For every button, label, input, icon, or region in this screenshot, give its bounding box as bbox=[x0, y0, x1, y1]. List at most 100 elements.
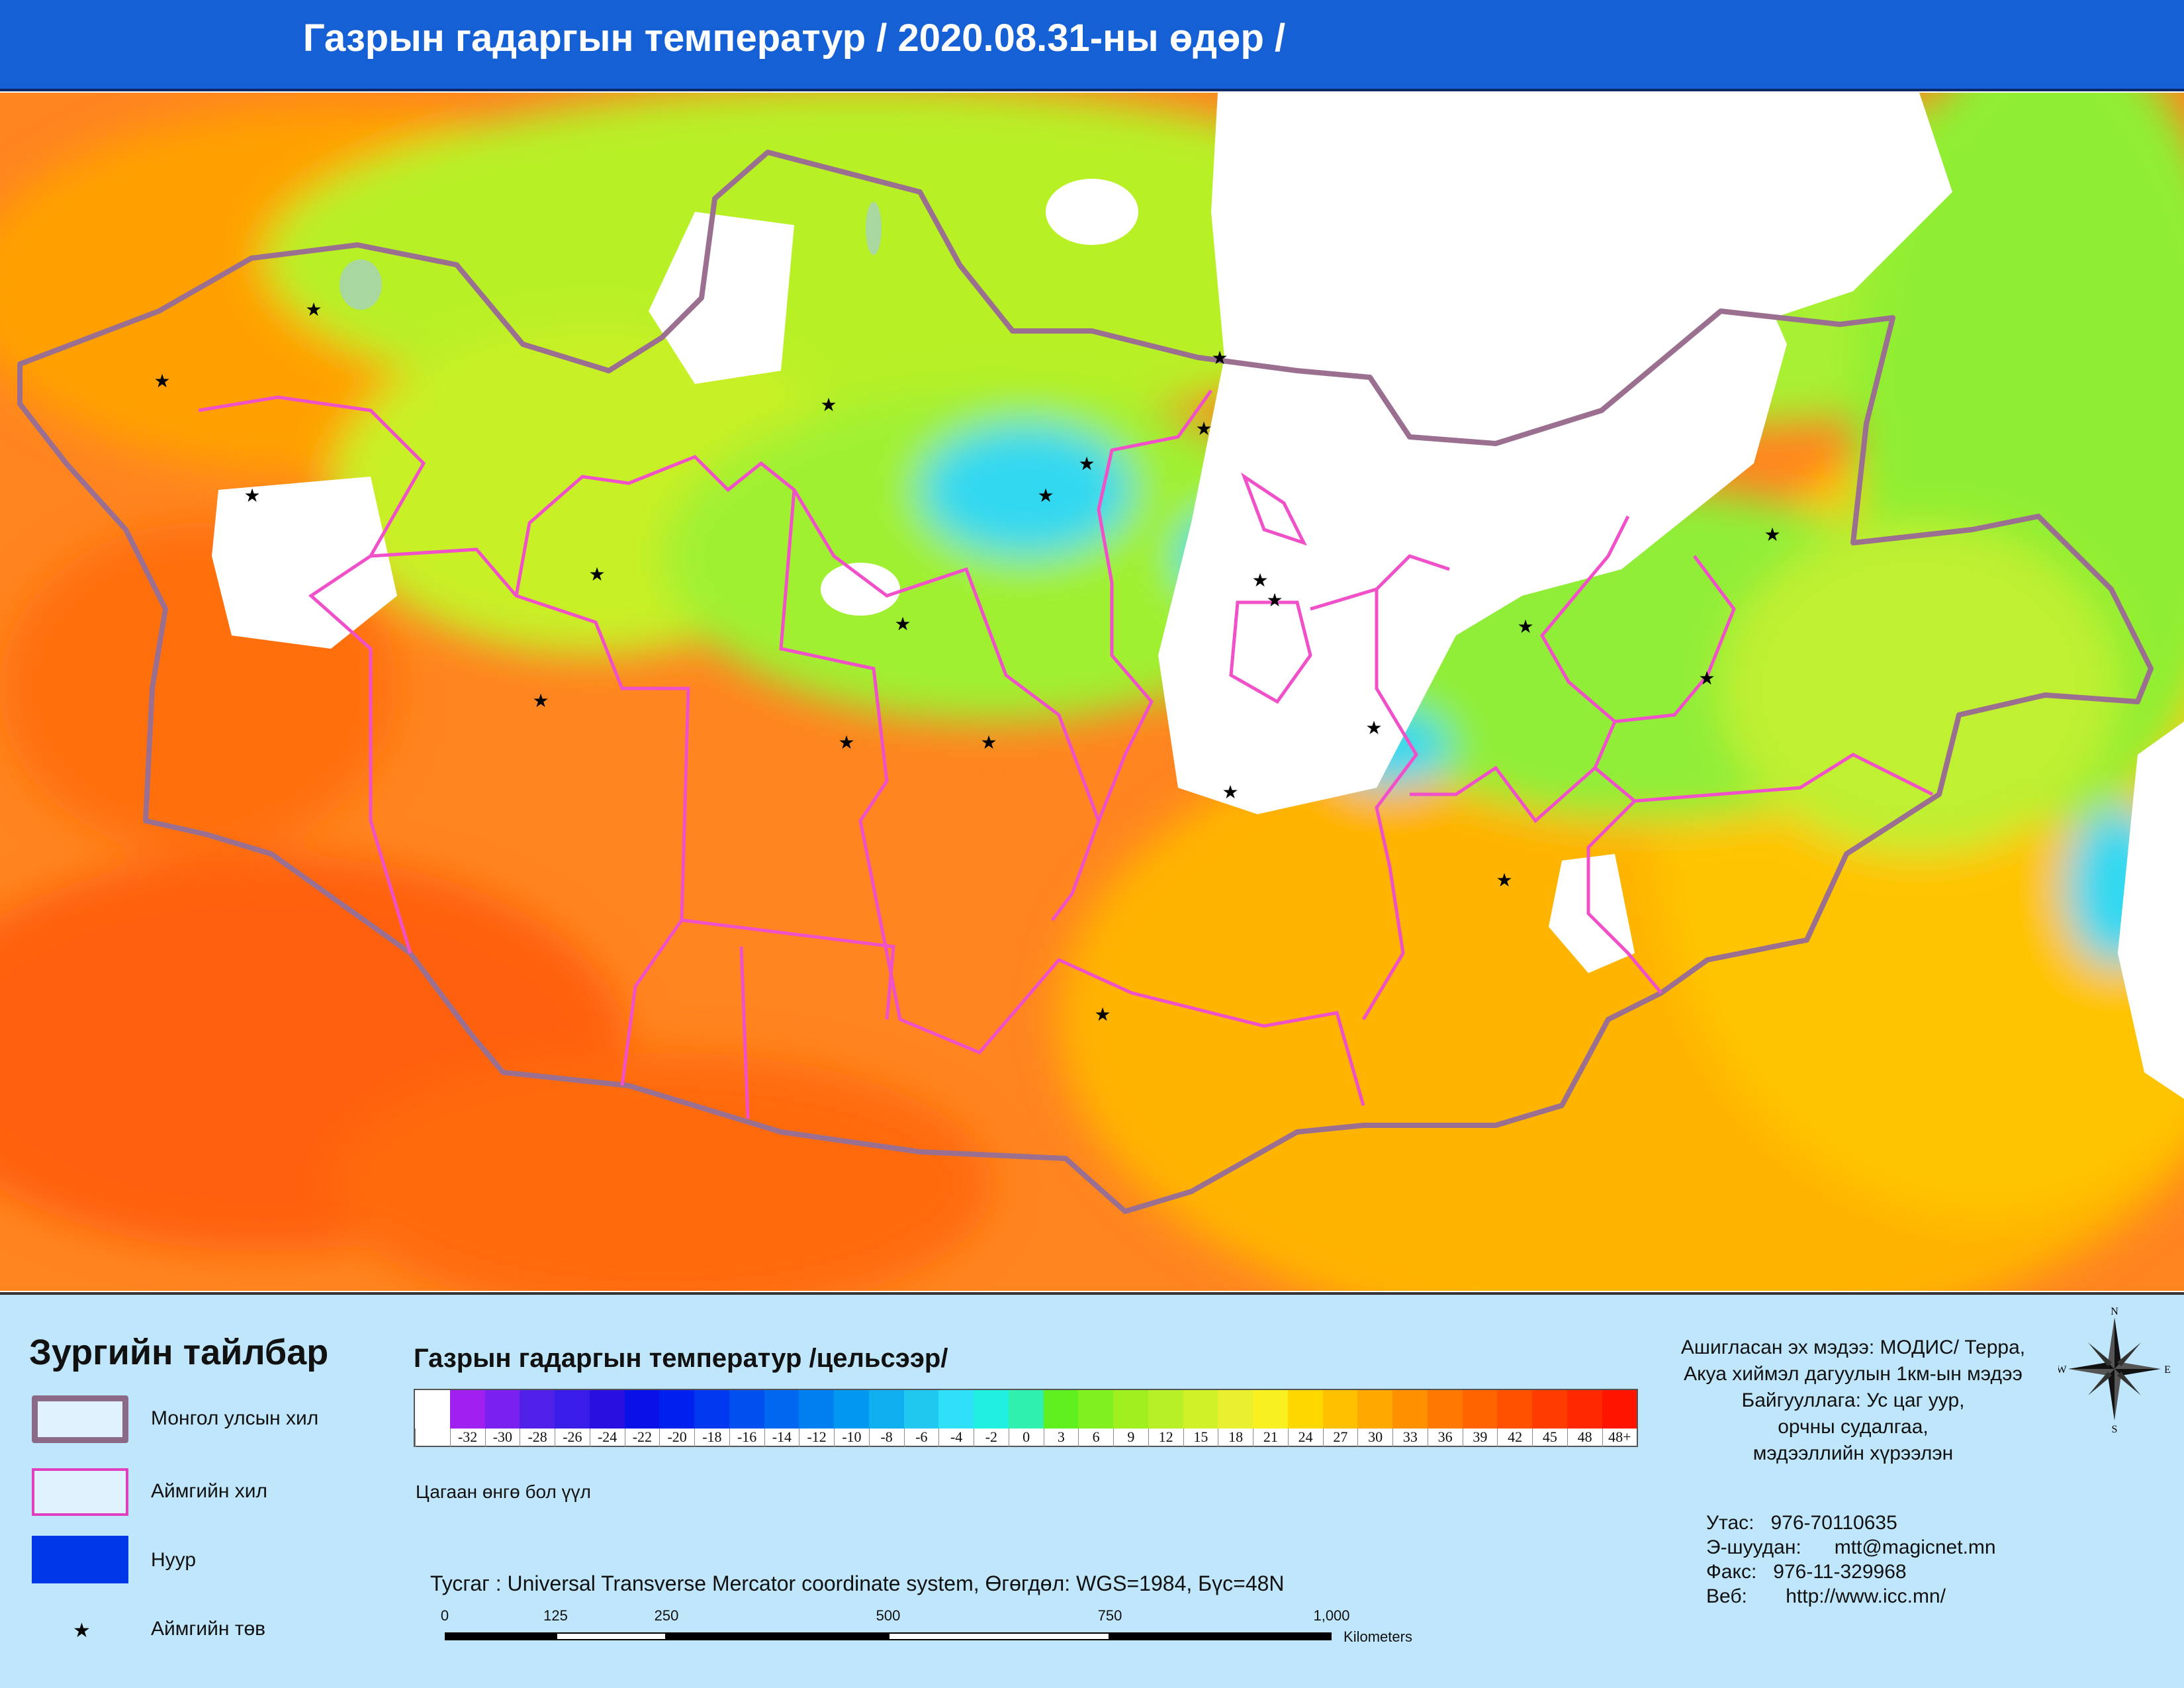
aimag-center-star-icon: ★ bbox=[1078, 453, 1095, 475]
colorbar-swatch bbox=[799, 1390, 834, 1429]
colorbar-swatch bbox=[1532, 1390, 1567, 1429]
colorbar-swatch bbox=[1462, 1390, 1498, 1429]
colorbar-tick-label: -22 bbox=[624, 1429, 660, 1447]
scale-segment bbox=[666, 1632, 888, 1640]
colorbar-swatch bbox=[903, 1390, 939, 1429]
colorbar-cell: -26 bbox=[555, 1390, 590, 1447]
scale-label: 500 bbox=[876, 1607, 901, 1624]
cloud-cover bbox=[212, 93, 2184, 1099]
source-info: Ашигласан эх мэдээ: МОДИС/ Терра, Акуа х… bbox=[1621, 1335, 2085, 1467]
scale-unit: Kilometers bbox=[1343, 1628, 1412, 1645]
aimag-center-star-icon: ★ bbox=[1266, 589, 1283, 611]
colorbar-tick-label: -10 bbox=[834, 1429, 869, 1447]
colorbar-tick-label: -2 bbox=[974, 1429, 1009, 1447]
colorbar-swatch bbox=[484, 1390, 520, 1429]
colorbar-tick-label: -4 bbox=[938, 1429, 974, 1447]
aimag-center-star-icon: ★ bbox=[244, 485, 260, 506]
colorbar-cell: -32 bbox=[449, 1390, 485, 1447]
colorbar-swatch bbox=[624, 1390, 660, 1429]
colorbar-swatch bbox=[834, 1390, 869, 1429]
temperature-scale-title: Газрын гадаргын температур /цельсээр/ bbox=[414, 1344, 948, 1373]
fax-text: Факс: 976-11-329968 bbox=[1706, 1561, 1907, 1583]
scale-label: 750 bbox=[1097, 1607, 1122, 1624]
colorbar-cell: -28 bbox=[520, 1390, 555, 1447]
web-link[interactable]: Веб: http://www.icc.mn/ bbox=[1706, 1585, 1946, 1607]
email-link[interactable]: Э-шуудан: mtt@magicnet.mn bbox=[1706, 1536, 1996, 1558]
lake bbox=[340, 259, 382, 310]
colorbar-tick-label: 33 bbox=[1392, 1429, 1428, 1447]
colorbar-cell: -10 bbox=[834, 1390, 869, 1447]
colorbar-cell: 39 bbox=[1462, 1390, 1498, 1447]
colorbar-swatch bbox=[974, 1390, 1009, 1429]
colorbar-tick-label: 48+ bbox=[1602, 1429, 1637, 1447]
colorbar-cell: 48 bbox=[1567, 1390, 1602, 1447]
colorbar-tick-label: 21 bbox=[1253, 1429, 1288, 1447]
colorbar-tick-label: 48 bbox=[1567, 1429, 1602, 1447]
temperature-colorbar: -32 -30 -28 -26 -24 -22 -20 -18 -16 -14 -12 -10 -8 -6… bbox=[414, 1389, 1638, 1447]
distance-scale-bar: 0 125 250 500 750 1,000 Kilometers bbox=[441, 1607, 1412, 1645]
colorbar-cell: 42 bbox=[1497, 1390, 1532, 1447]
colorbar-tick-label: -18 bbox=[694, 1429, 729, 1447]
colorbar-cell: -22 bbox=[624, 1390, 660, 1447]
colorbar-cell: -18 bbox=[694, 1390, 729, 1447]
colorbar-cell: 15 bbox=[1183, 1390, 1218, 1447]
colorbar-swatch bbox=[1567, 1390, 1602, 1429]
colorbar-swatch bbox=[555, 1390, 590, 1429]
colorbar-tick-label: 15 bbox=[1183, 1429, 1218, 1447]
colorbar-swatch bbox=[1218, 1390, 1253, 1429]
colorbar-swatch bbox=[1043, 1390, 1079, 1429]
colorbar-tick-label: 39 bbox=[1462, 1429, 1498, 1447]
colorbar-cell: 0 bbox=[1008, 1390, 1044, 1447]
colorbar-tick-label: 12 bbox=[1148, 1429, 1183, 1447]
aimag-center-star-icon: ★ bbox=[1764, 524, 1780, 545]
source-line: Акуа хиймэл дагуулын 1км-ын мэдээ bbox=[1684, 1363, 2023, 1385]
aimag-center-star-icon: ★ bbox=[588, 563, 605, 585]
colorbar-swatch bbox=[1497, 1390, 1532, 1429]
aimag-center-star-icon: ★ bbox=[980, 731, 997, 753]
colorbar-swatch bbox=[1253, 1390, 1288, 1429]
temperature-map: ★ ★ ★ ★ ★ ★ ★ ★ ★ ★ ★ ★ ★ ★ ★ ★ ★ ★ ★ ★ … bbox=[0, 93, 2184, 1291]
colorbar-swatch bbox=[1392, 1390, 1428, 1429]
colorbar-swatch bbox=[938, 1390, 974, 1429]
phone-text: Утас: 976-70110635 bbox=[1706, 1512, 1897, 1534]
map-canvas: ★ ★ ★ ★ ★ ★ ★ ★ ★ ★ ★ ★ ★ ★ ★ ★ ★ ★ ★ ★ … bbox=[0, 93, 2184, 1291]
colorbar-swatch bbox=[729, 1390, 764, 1429]
colorbar-cell: -2 bbox=[974, 1390, 1009, 1447]
colorbar-swatch bbox=[1287, 1390, 1323, 1429]
colorbar-swatch bbox=[520, 1390, 555, 1429]
source-line: Байгууллага: Ус цаг уур, bbox=[1741, 1389, 1965, 1411]
national-border-swatch bbox=[32, 1395, 128, 1443]
colorbar-swatch bbox=[589, 1390, 625, 1429]
colorbar-tick-label: 42 bbox=[1497, 1429, 1532, 1447]
colorbar-tick-label bbox=[415, 1429, 450, 1447]
colorbar-cell: -20 bbox=[659, 1390, 694, 1447]
colorbar-cell bbox=[415, 1390, 450, 1447]
aimag-center-star-icon: ★ bbox=[1517, 616, 1533, 637]
lake-label: Нуур bbox=[151, 1549, 197, 1571]
mongolia-border bbox=[17, 150, 2154, 1214]
colorbar-tick-label: 18 bbox=[1218, 1429, 1253, 1447]
colorbar-tick-label: -12 bbox=[799, 1429, 834, 1447]
aimag-center-star-icon: ★ bbox=[838, 731, 854, 753]
colorbar-cell: -24 bbox=[589, 1390, 625, 1447]
aimag-center-star-icon: ★ bbox=[305, 299, 322, 320]
colorbar-swatch bbox=[868, 1390, 904, 1429]
source-line: орчны судалгаа, bbox=[1778, 1416, 1929, 1438]
aimag-center-star-icon: ★ bbox=[1496, 869, 1512, 891]
colorbar-swatch bbox=[1078, 1390, 1113, 1429]
colorbar-swatch bbox=[1113, 1390, 1148, 1429]
colorbar-cell: 24 bbox=[1287, 1390, 1323, 1447]
compass-w: W bbox=[2058, 1364, 2067, 1376]
aimag-center-star-icon: ★ bbox=[894, 613, 911, 635]
aimag-center-star-icon: ★ bbox=[1195, 418, 1212, 440]
colorbar-tick-label: -6 bbox=[903, 1429, 939, 1447]
contact-info: Утас: 976-70110635 Э-шуудан: mtt@magicne… bbox=[1706, 1511, 1996, 1609]
colorbar-cell: 30 bbox=[1357, 1390, 1392, 1447]
colorbar-swatch bbox=[449, 1390, 485, 1429]
scale-segment bbox=[1110, 1632, 1332, 1640]
scale-label: 250 bbox=[654, 1607, 679, 1624]
colorbar-cell: 3 bbox=[1043, 1390, 1079, 1447]
aimag-center-star-icon: ★ bbox=[532, 690, 549, 712]
colorbar-swatch bbox=[1602, 1390, 1637, 1429]
aimag-center-star-icon: ★ bbox=[1094, 1004, 1111, 1025]
